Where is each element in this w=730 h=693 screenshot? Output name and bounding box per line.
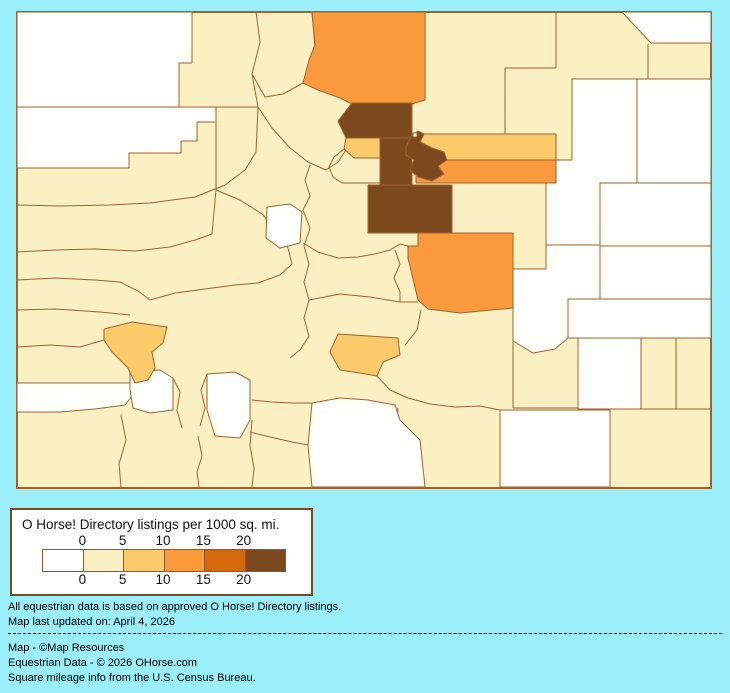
legend-tick-label: 0 (78, 533, 87, 548)
note-line-2: Map last updated on: April 4, 2026 (8, 616, 175, 628)
county-border-12 (302, 164, 311, 211)
county-border-8 (16, 339, 105, 348)
county-lake (265, 203, 303, 249)
county-border-15 (393, 249, 401, 302)
county-border-13 (328, 148, 380, 184)
county-mineral (206, 371, 251, 439)
county-border-25 (249, 431, 309, 446)
legend-swatch-4 (205, 550, 246, 571)
county-douglas (367, 184, 453, 234)
legend-swatch-2 (124, 550, 165, 571)
county-border-27 (196, 435, 203, 488)
legend-ticks-bottom: 0 5 10 15 20 (42, 572, 284, 588)
county-border-3 (257, 106, 347, 171)
credits: Map - ©Map Resources Equestrian Data - ©… (8, 641, 256, 686)
county-border-26 (249, 419, 255, 488)
county-costilla-alamosa (307, 397, 426, 488)
legend-box: O Horse! Directory listings per 1000 sq.… (10, 508, 313, 596)
legend-swatch-0 (43, 550, 84, 571)
county-broomfield (412, 132, 418, 138)
legend-tick-label: 20 (236, 533, 252, 548)
county-larimer (302, 11, 426, 105)
credit-map: Map - ©Map Resources (8, 642, 125, 654)
legend-color-strip (42, 549, 286, 572)
colorado-choropleth-map (16, 11, 712, 489)
county-border-16 (308, 293, 418, 303)
county-border-0 (251, 11, 261, 108)
county-border-30 (199, 373, 208, 427)
legend-tick-label: 15 (195, 533, 211, 548)
legend-swatch-5 (245, 550, 285, 571)
county-rio-blanco (16, 106, 217, 169)
legend-tick-label: 5 (118, 533, 127, 548)
credit-census: Square mileage info from the U.S. Census… (8, 672, 256, 684)
county-sedgwick (621, 11, 712, 44)
county-border-9 (149, 282, 259, 301)
legend-tick-label: 5 (118, 572, 127, 587)
county-el-paso (407, 232, 514, 314)
county-border-28 (118, 414, 127, 488)
county-denver (405, 130, 448, 182)
legend-ticks-top: 0 5 10 15 20 (42, 533, 284, 549)
county-border-4 (16, 106, 259, 207)
county-border-7 (16, 308, 131, 316)
dashed-separator (8, 633, 722, 634)
county-custer (329, 333, 401, 377)
county-yuma (636, 78, 712, 184)
county-border-14 (302, 242, 409, 259)
county-border-17 (404, 309, 422, 346)
map-notes: All equestrian data is based on approved… (8, 600, 341, 630)
county-lincoln (512, 244, 601, 354)
county-border-6 (16, 277, 151, 301)
county-border-33 (504, 67, 556, 134)
note-line-1: All equestrian data is based on approved… (8, 601, 342, 613)
legend-tick-label: 10 (155, 572, 171, 587)
county-border-18 (376, 375, 501, 411)
legend-tick-label: 10 (155, 533, 171, 548)
county-kiowa (567, 298, 712, 339)
county-boulder (337, 102, 413, 139)
credit-data: Equestrian Data - © 2026 OHorse.com (8, 657, 198, 669)
legend-swatch-3 (164, 550, 205, 571)
county-las-animas (499, 409, 611, 488)
legend-tick-label: 15 (195, 572, 211, 587)
county-border-11 (289, 209, 311, 359)
county-border-24 (251, 399, 312, 404)
county-ouray (103, 321, 168, 384)
county-border-29 (172, 377, 183, 429)
county-otero (577, 337, 642, 410)
legend-tick-label: 20 (236, 572, 252, 587)
county-cheyenne (599, 245, 712, 300)
county-kit-carson (599, 182, 712, 247)
legend-tick-label: 0 (78, 572, 87, 587)
legend-title: O Horse! Directory listings per 1000 sq.… (22, 517, 280, 532)
legend-swatch-1 (83, 550, 124, 571)
county-moffat (16, 11, 193, 108)
county-border-5 (16, 122, 217, 253)
